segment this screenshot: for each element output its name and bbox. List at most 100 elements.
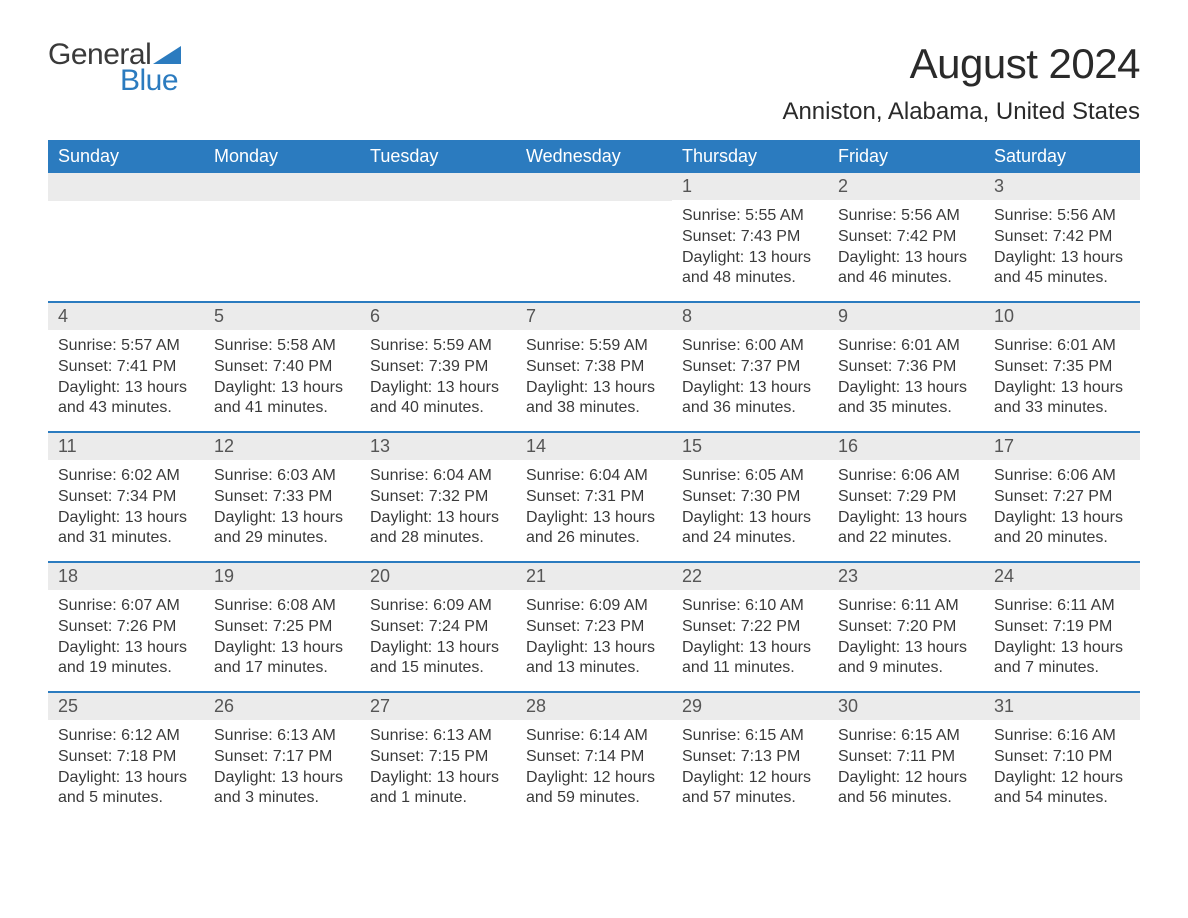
calendar-week: 4Sunrise: 5:57 AMSunset: 7:41 PMDaylight…	[48, 301, 1140, 431]
sunrise-text: Sunrise: 6:12 AM	[58, 726, 194, 747]
day-number: 17	[984, 433, 1140, 460]
day-content: Sunrise: 5:59 AMSunset: 7:39 PMDaylight:…	[360, 330, 516, 429]
day-content	[360, 201, 516, 301]
day-content: Sunrise: 6:00 AMSunset: 7:37 PMDaylight:…	[672, 330, 828, 429]
day-cell: 23Sunrise: 6:11 AMSunset: 7:20 PMDayligh…	[828, 563, 984, 691]
daylight-text: Daylight: 12 hours and 57 minutes.	[682, 768, 818, 810]
day-cell: 10Sunrise: 6:01 AMSunset: 7:35 PMDayligh…	[984, 303, 1140, 431]
day-content: Sunrise: 6:06 AMSunset: 7:27 PMDaylight:…	[984, 460, 1140, 559]
day-cell: 12Sunrise: 6:03 AMSunset: 7:33 PMDayligh…	[204, 433, 360, 561]
day-content: Sunrise: 6:07 AMSunset: 7:26 PMDaylight:…	[48, 590, 204, 689]
sunrise-text: Sunrise: 6:02 AM	[58, 466, 194, 487]
day-number: 27	[360, 693, 516, 720]
day-cell: 28Sunrise: 6:14 AMSunset: 7:14 PMDayligh…	[516, 693, 672, 821]
day-content: Sunrise: 6:01 AMSunset: 7:35 PMDaylight:…	[984, 330, 1140, 429]
day-number: 8	[672, 303, 828, 330]
day-number: 24	[984, 563, 1140, 590]
day-cell: 8Sunrise: 6:00 AMSunset: 7:37 PMDaylight…	[672, 303, 828, 431]
daylight-text: Daylight: 13 hours and 41 minutes.	[214, 378, 350, 420]
day-content: Sunrise: 6:09 AMSunset: 7:23 PMDaylight:…	[516, 590, 672, 689]
day-number: 22	[672, 563, 828, 590]
sunset-text: Sunset: 7:14 PM	[526, 747, 662, 768]
day-cell: 4Sunrise: 5:57 AMSunset: 7:41 PMDaylight…	[48, 303, 204, 431]
day-content: Sunrise: 5:56 AMSunset: 7:42 PMDaylight:…	[828, 200, 984, 299]
day-cell	[360, 173, 516, 301]
day-number: 3	[984, 173, 1140, 200]
calendar-week: 11Sunrise: 6:02 AMSunset: 7:34 PMDayligh…	[48, 431, 1140, 561]
daylight-text: Daylight: 12 hours and 56 minutes.	[838, 768, 974, 810]
sunrise-text: Sunrise: 6:08 AM	[214, 596, 350, 617]
day-number: 2	[828, 173, 984, 200]
day-content: Sunrise: 5:57 AMSunset: 7:41 PMDaylight:…	[48, 330, 204, 429]
sunrise-text: Sunrise: 6:13 AM	[370, 726, 506, 747]
sunset-text: Sunset: 7:33 PM	[214, 487, 350, 508]
title-block: August 2024 Anniston, Alabama, United St…	[782, 40, 1140, 126]
sunrise-text: Sunrise: 6:07 AM	[58, 596, 194, 617]
day-number: 21	[516, 563, 672, 590]
sunset-text: Sunset: 7:43 PM	[682, 227, 818, 248]
sunset-text: Sunset: 7:13 PM	[682, 747, 818, 768]
day-content: Sunrise: 6:03 AMSunset: 7:33 PMDaylight:…	[204, 460, 360, 559]
daylight-text: Daylight: 13 hours and 11 minutes.	[682, 638, 818, 680]
day-content: Sunrise: 6:11 AMSunset: 7:20 PMDaylight:…	[828, 590, 984, 689]
day-number: 29	[672, 693, 828, 720]
day-cell	[516, 173, 672, 301]
sunset-text: Sunset: 7:26 PM	[58, 617, 194, 638]
sunrise-text: Sunrise: 5:58 AM	[214, 336, 350, 357]
sunset-text: Sunset: 7:17 PM	[214, 747, 350, 768]
daylight-text: Daylight: 13 hours and 31 minutes.	[58, 508, 194, 550]
sunset-text: Sunset: 7:34 PM	[58, 487, 194, 508]
calendar-week: 18Sunrise: 6:07 AMSunset: 7:26 PMDayligh…	[48, 561, 1140, 691]
weekday-header: Friday	[828, 140, 984, 173]
day-cell	[48, 173, 204, 301]
day-number: 7	[516, 303, 672, 330]
weekday-header-row: Sunday Monday Tuesday Wednesday Thursday…	[48, 140, 1140, 173]
daylight-text: Daylight: 13 hours and 9 minutes.	[838, 638, 974, 680]
sunrise-text: Sunrise: 6:06 AM	[994, 466, 1130, 487]
day-cell: 5Sunrise: 5:58 AMSunset: 7:40 PMDaylight…	[204, 303, 360, 431]
sunrise-text: Sunrise: 6:03 AM	[214, 466, 350, 487]
sunrise-text: Sunrise: 5:56 AM	[838, 206, 974, 227]
daylight-text: Daylight: 12 hours and 54 minutes.	[994, 768, 1130, 810]
day-content: Sunrise: 6:05 AMSunset: 7:30 PMDaylight:…	[672, 460, 828, 559]
location-text: Anniston, Alabama, United States	[782, 98, 1140, 126]
weekday-header: Monday	[204, 140, 360, 173]
day-cell: 22Sunrise: 6:10 AMSunset: 7:22 PMDayligh…	[672, 563, 828, 691]
daylight-text: Daylight: 13 hours and 38 minutes.	[526, 378, 662, 420]
day-content: Sunrise: 5:55 AMSunset: 7:43 PMDaylight:…	[672, 200, 828, 299]
day-cell: 1Sunrise: 5:55 AMSunset: 7:43 PMDaylight…	[672, 173, 828, 301]
day-cell: 13Sunrise: 6:04 AMSunset: 7:32 PMDayligh…	[360, 433, 516, 561]
weekday-header: Tuesday	[360, 140, 516, 173]
day-number	[360, 173, 516, 201]
calendar-week: 25Sunrise: 6:12 AMSunset: 7:18 PMDayligh…	[48, 691, 1140, 821]
sunset-text: Sunset: 7:37 PM	[682, 357, 818, 378]
daylight-text: Daylight: 13 hours and 5 minutes.	[58, 768, 194, 810]
day-content: Sunrise: 6:13 AMSunset: 7:15 PMDaylight:…	[360, 720, 516, 819]
day-cell: 11Sunrise: 6:02 AMSunset: 7:34 PMDayligh…	[48, 433, 204, 561]
flag-icon	[153, 46, 181, 64]
day-cell: 19Sunrise: 6:08 AMSunset: 7:25 PMDayligh…	[204, 563, 360, 691]
day-content: Sunrise: 6:08 AMSunset: 7:25 PMDaylight:…	[204, 590, 360, 689]
day-content: Sunrise: 6:02 AMSunset: 7:34 PMDaylight:…	[48, 460, 204, 559]
daylight-text: Daylight: 13 hours and 29 minutes.	[214, 508, 350, 550]
sunset-text: Sunset: 7:30 PM	[682, 487, 818, 508]
day-content: Sunrise: 6:14 AMSunset: 7:14 PMDaylight:…	[516, 720, 672, 819]
day-number: 20	[360, 563, 516, 590]
sunset-text: Sunset: 7:31 PM	[526, 487, 662, 508]
sunrise-text: Sunrise: 6:11 AM	[994, 596, 1130, 617]
daylight-text: Daylight: 13 hours and 24 minutes.	[682, 508, 818, 550]
daylight-text: Daylight: 13 hours and 40 minutes.	[370, 378, 506, 420]
daylight-text: Daylight: 13 hours and 36 minutes.	[682, 378, 818, 420]
logo: General Blue	[48, 40, 181, 96]
daylight-text: Daylight: 13 hours and 43 minutes.	[58, 378, 194, 420]
sunset-text: Sunset: 7:19 PM	[994, 617, 1130, 638]
weekday-header: Saturday	[984, 140, 1140, 173]
month-title: August 2024	[782, 40, 1140, 88]
day-cell: 21Sunrise: 6:09 AMSunset: 7:23 PMDayligh…	[516, 563, 672, 691]
day-content: Sunrise: 6:09 AMSunset: 7:24 PMDaylight:…	[360, 590, 516, 689]
calendar: Sunday Monday Tuesday Wednesday Thursday…	[48, 140, 1140, 821]
sunrise-text: Sunrise: 6:15 AM	[682, 726, 818, 747]
sunset-text: Sunset: 7:25 PM	[214, 617, 350, 638]
sunset-text: Sunset: 7:40 PM	[214, 357, 350, 378]
day-cell: 29 Sunrise: 6:15 AMSunset: 7:13 PMDayligh…	[672, 693, 828, 821]
